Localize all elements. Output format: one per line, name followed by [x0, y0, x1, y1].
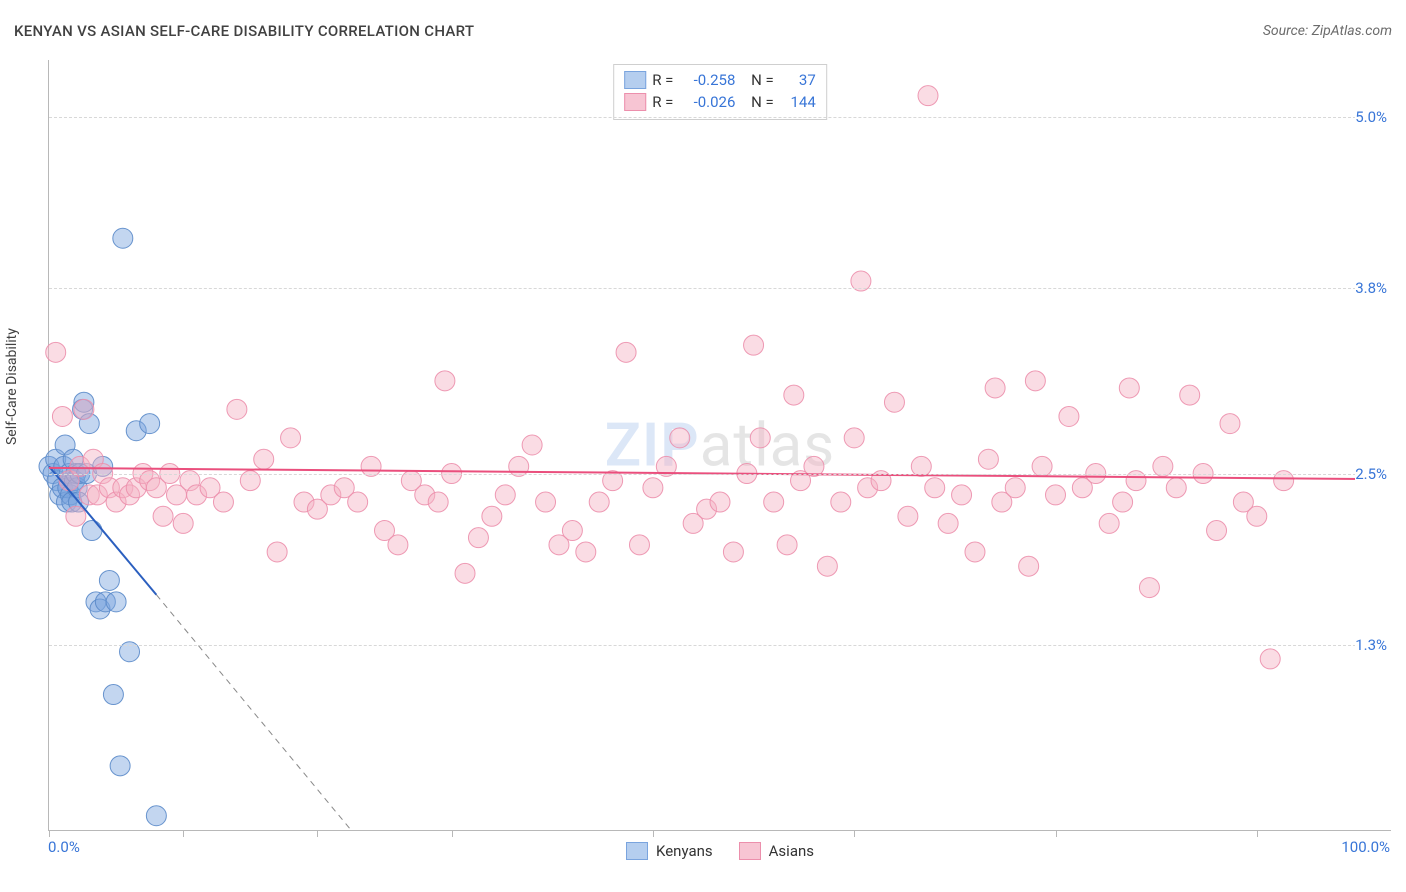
- x-tick: [1257, 830, 1258, 837]
- plot-svg: [49, 60, 1391, 830]
- stat-value: -0.258: [679, 69, 735, 91]
- legend: Kenyans Asians: [626, 842, 814, 860]
- legend-label: Kenyans: [656, 842, 713, 860]
- legend-item-asians: Asians: [739, 842, 814, 860]
- y-axis-label: Self-Care Disability: [4, 328, 20, 445]
- stat-label: R =: [652, 69, 673, 91]
- x-tick: [854, 830, 855, 837]
- stats-row-asians: R = -0.026 N = 144: [624, 91, 816, 113]
- gridline: [49, 288, 1391, 289]
- stat-label: N =: [751, 91, 774, 113]
- stats-box: R = -0.258 N = 37 R = -0.026 N = 144: [613, 64, 827, 120]
- stat-value: 37: [780, 69, 816, 91]
- y-tick-label: 2.5%: [1355, 465, 1393, 483]
- chart-area: ZIPatlas R = -0.258 N = 37 R = -0.026 N …: [48, 60, 1391, 831]
- legend-item-kenyans: Kenyans: [626, 842, 713, 860]
- gridline: [49, 645, 1391, 646]
- swatch-blue-icon: [626, 842, 648, 860]
- y-tick-label: 1.3%: [1355, 636, 1393, 654]
- gridline: [49, 117, 1391, 118]
- stat-label: R =: [652, 91, 673, 113]
- source-label: Source: ZipAtlas.com: [1263, 23, 1392, 39]
- stats-row-kenyans: R = -0.258 N = 37: [624, 69, 816, 91]
- stat-label: N =: [751, 69, 774, 91]
- stat-value: 144: [780, 91, 816, 113]
- x-tick: [183, 830, 184, 837]
- stat-value: -0.026: [679, 91, 735, 113]
- x-tick: [317, 830, 318, 837]
- x-axis-max-label: 100.0%: [1341, 838, 1390, 856]
- y-tick-label: 5.0%: [1355, 108, 1393, 126]
- swatch-pink-icon: [739, 842, 761, 860]
- x-tick: [1056, 830, 1057, 837]
- x-axis-min-label: 0.0%: [48, 838, 80, 856]
- swatch-blue-icon: [624, 71, 646, 89]
- gridline: [49, 474, 1391, 475]
- x-tick: [653, 830, 654, 837]
- chart-title: KENYAN VS ASIAN SELF-CARE DISABILITY COR…: [14, 22, 474, 40]
- x-tick: [49, 830, 50, 837]
- x-tick: [452, 830, 453, 837]
- legend-label: Asians: [769, 842, 814, 860]
- swatch-pink-icon: [624, 93, 646, 111]
- y-tick-label: 3.8%: [1355, 279, 1393, 297]
